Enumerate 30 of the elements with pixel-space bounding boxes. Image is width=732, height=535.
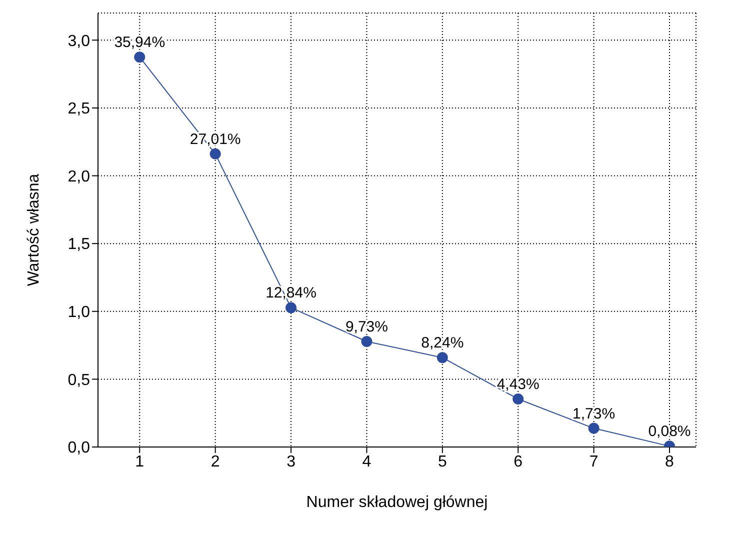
y-axis-title: Wartość własna [26,174,43,286]
y-tick-label: 2,0 [68,168,90,186]
x-tick-label: 4 [362,453,372,470]
x-tick-label: 6 [514,453,523,470]
annotation: 0,08% [648,423,691,440]
x-tick-label: 1 [135,453,144,470]
annotation: 8,24% [421,334,464,352]
point [512,393,524,404]
y-tick-label: 3,0 [68,32,90,50]
point [286,302,297,314]
point [361,336,372,347]
annotation: 9,73% [345,318,388,336]
x-tick-label: 3 [286,453,296,470]
y-tick-label: 2,5 [68,100,90,118]
point [210,148,221,160]
x-tick-label: 8 [665,453,674,470]
point [436,352,448,364]
y-tick-label: 0,0 [68,440,90,457]
y-tick-label: 1,0 [68,304,90,322]
annotation: 4,43% [496,376,540,393]
annotation: 1,73% [572,405,616,422]
annotation: 35,94% [114,34,166,52]
y-tick-label: 1,5 [68,236,90,254]
y-tick-label: 0,5 [68,372,90,389]
x-tick-label: 7 [589,453,598,470]
x-tick-label: 5 [438,453,447,470]
x-tick-label: 2 [210,453,220,470]
point [588,422,600,434]
x-axis-title: Numer składowej głównej [306,494,488,511]
point [134,52,146,63]
